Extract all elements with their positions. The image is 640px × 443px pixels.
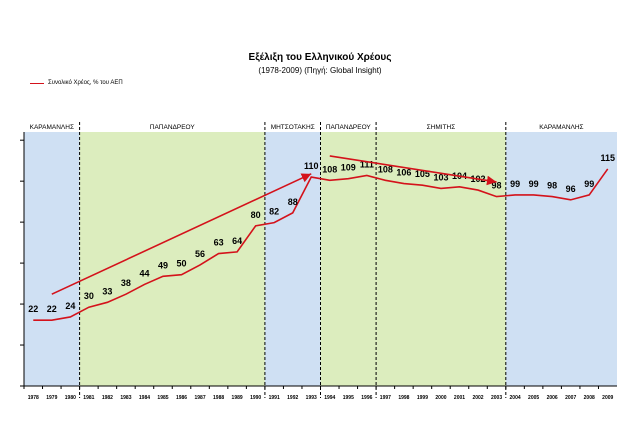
data-label: 44 bbox=[139, 268, 149, 278]
x-tick-label: 1989 bbox=[232, 395, 243, 401]
data-label: 108 bbox=[322, 164, 337, 174]
x-tick-label: 1980 bbox=[65, 395, 76, 401]
data-label: 99 bbox=[584, 179, 594, 189]
x-tick-label: 1996 bbox=[361, 395, 372, 401]
data-label: 115 bbox=[600, 153, 615, 163]
trend-arrow bbox=[329, 155, 497, 186]
legend-label: Συνολικό Χρέος, % του ΑΕΠ bbox=[48, 80, 123, 86]
chart-title: Εξέλιξη του Ελληνικού Χρέους bbox=[248, 52, 392, 63]
data-label: 50 bbox=[177, 259, 187, 269]
x-tick-label: 2004 bbox=[510, 395, 521, 401]
period-band bbox=[24, 132, 80, 386]
trend-arrow bbox=[51, 173, 312, 295]
x-tick-label: 1978 bbox=[28, 395, 39, 401]
x-tick-label: 2003 bbox=[491, 395, 502, 401]
chart-subtitle: (1978-2009) (Πηγή: Global Insight) bbox=[258, 66, 382, 75]
data-label: 63 bbox=[214, 238, 224, 248]
data-label: 33 bbox=[102, 286, 112, 296]
x-tick-label: 1984 bbox=[139, 395, 150, 401]
x-tick-label: 1995 bbox=[343, 395, 354, 401]
data-label: 30 bbox=[84, 291, 94, 301]
data-label: 56 bbox=[195, 249, 205, 259]
x-tick-label: 1981 bbox=[83, 395, 94, 401]
x-tick-label: 1990 bbox=[250, 395, 261, 401]
data-label: 99 bbox=[510, 179, 520, 189]
x-tick-label: 1983 bbox=[120, 395, 131, 401]
x-tick-label: 1998 bbox=[398, 395, 409, 401]
x-tick-label: 2007 bbox=[565, 395, 576, 401]
x-tick-label: 2008 bbox=[584, 395, 595, 401]
x-tick-label: 1997 bbox=[380, 395, 391, 401]
data-label: 49 bbox=[158, 260, 168, 270]
x-tick-label: 1991 bbox=[269, 395, 280, 401]
x-tick-label: 1986 bbox=[176, 395, 187, 401]
x-tick-label: 2001 bbox=[454, 395, 465, 401]
period-band bbox=[320, 132, 377, 386]
x-tick-label: 2009 bbox=[602, 395, 613, 401]
data-label: 105 bbox=[415, 169, 430, 179]
period-label: ΚΑΡΑΜΑΝΛΗΣ bbox=[539, 124, 583, 131]
period-label: ΠΑΠΑΝΔΡΕΟΥ bbox=[326, 124, 372, 131]
period-band bbox=[505, 132, 617, 386]
legend-line-swatch bbox=[30, 82, 44, 84]
data-label: 98 bbox=[547, 181, 557, 191]
data-label: 64 bbox=[232, 236, 242, 246]
x-tick-label: 2000 bbox=[435, 395, 446, 401]
data-label: 22 bbox=[28, 304, 38, 314]
period-band bbox=[376, 132, 506, 386]
data-label: 22 bbox=[47, 304, 57, 314]
series-line bbox=[33, 168, 609, 322]
data-label: 109 bbox=[341, 163, 356, 173]
x-tick-label: 1985 bbox=[157, 395, 168, 401]
data-label: 108 bbox=[378, 164, 393, 174]
data-label: 99 bbox=[529, 179, 539, 189]
data-label: 24 bbox=[65, 301, 75, 311]
x-tick-label: 1979 bbox=[46, 395, 57, 401]
period-band bbox=[79, 132, 265, 386]
data-label: 96 bbox=[566, 184, 576, 194]
x-tick-label: 1988 bbox=[213, 395, 224, 401]
period-label: ΣΗΜΙΤΗΣ bbox=[427, 124, 456, 131]
x-tick-label: 2002 bbox=[472, 395, 483, 401]
data-label: 80 bbox=[251, 210, 261, 220]
x-tick-label: 1999 bbox=[417, 395, 428, 401]
data-label: 82 bbox=[269, 207, 279, 217]
x-tick-label: 2005 bbox=[528, 395, 539, 401]
x-tick-label: 1992 bbox=[287, 395, 298, 401]
x-tick-label: 2006 bbox=[547, 395, 558, 401]
data-label: 106 bbox=[396, 168, 411, 178]
x-tick-label: 1982 bbox=[102, 395, 113, 401]
x-tick-label: 1994 bbox=[324, 395, 335, 401]
x-tick-label: 1993 bbox=[306, 395, 317, 401]
data-label: 98 bbox=[492, 181, 502, 191]
data-label: 110 bbox=[304, 161, 319, 171]
legend: Συνολικό Χρέος, % του ΑΕΠ bbox=[30, 80, 123, 86]
data-label: 38 bbox=[121, 278, 131, 288]
period-label: ΜΗΤΣΟΤΑΚΗΣ bbox=[271, 124, 315, 131]
period-label: ΚΑΡΑΜΑΝΛΗΣ bbox=[30, 124, 74, 131]
data-label: 103 bbox=[433, 172, 448, 182]
data-label: 111 bbox=[360, 159, 374, 169]
period-label: ΠΑΠΑΝΔΡΕΟΥ bbox=[150, 124, 196, 131]
x-tick-label: 1987 bbox=[194, 395, 205, 401]
data-label: 88 bbox=[288, 197, 298, 207]
